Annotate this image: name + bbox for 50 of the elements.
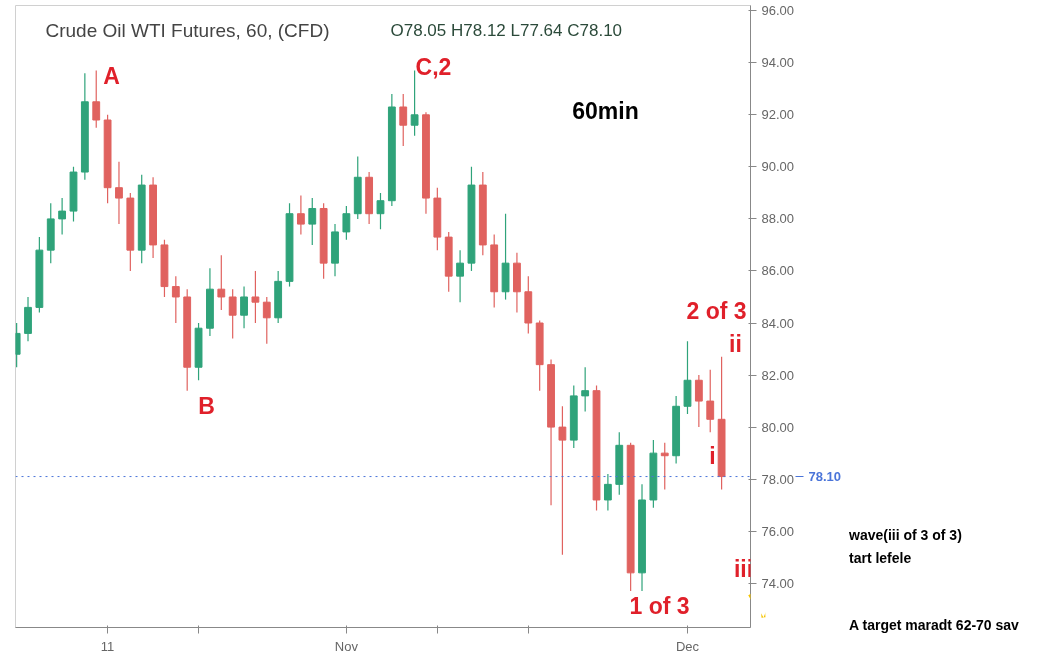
candlestick [296,194,305,236]
annotation: A [103,62,120,89]
x-tick-label: Dec [675,638,700,654]
candlestick [115,161,123,225]
text: O78.05 H78.12 L77.64 C78.10 [390,21,623,40]
candlestick [262,296,271,345]
candlestick [706,369,715,433]
y-tick-label: 96.00 [761,3,795,19]
text: A target maradt 62-70 sav [849,616,1019,635]
candlestick [603,473,612,511]
text: wave(iii of 3 of 3) [849,526,962,545]
annotation: 1 of 3 [629,592,690,619]
candlestick [240,285,248,329]
y-tick-label: 80.00 [761,419,795,435]
y-tick-label: 74.00 [761,575,795,591]
annotation: ii [729,330,742,357]
y-tick-label: 78.00 [761,471,795,487]
candlestick [92,69,101,129]
candlestick [342,205,351,241]
candlestick [456,249,464,303]
text: Crude Oil WTI Futures, 60, (CFD) [45,20,330,41]
y-tick-label: 84.00 [761,315,795,331]
annotation: 2 of 3 [686,297,747,324]
x-tick-label: 11 [100,638,115,654]
annotation: 60min [572,97,639,124]
ref-line-label: 78.10 [808,469,842,485]
candlestick [399,93,408,147]
candlestick [660,442,669,491]
y-tick-label: 86.00 [761,263,795,279]
y-tick-label: 94.00 [761,55,795,71]
annotation: i [709,442,716,469]
annotation: C,2 [415,53,452,80]
text: tart lefele [849,549,912,568]
y-tick-label: 76.00 [761,523,795,539]
y-tick-label: 82.00 [761,367,795,383]
y-tick-label: 92.00 [761,107,795,123]
candlestick [228,288,237,340]
candlestick [581,366,590,413]
annotation: B [198,392,215,419]
candlestick [251,270,260,324]
candlestick [694,374,703,428]
candlestick [376,192,385,230]
candlestick [171,275,180,324]
candlestick [217,254,226,311]
x-tick-label: Nov [334,638,359,654]
y-tick-label: 90.00 [761,159,795,175]
candlestick [308,197,317,246]
candlestick [558,405,567,556]
y-tick-label: 88.00 [761,211,795,227]
candlestick [58,197,67,236]
